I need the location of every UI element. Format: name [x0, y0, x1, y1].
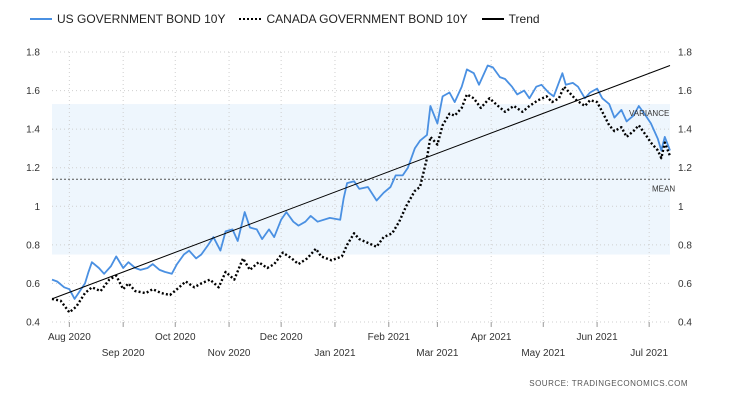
y-tick-label-right: 1.4 [678, 125, 692, 136]
trend-line [51, 65, 671, 300]
source-label: SOURCE: TRADINGECONOMICS.COM [529, 379, 688, 388]
legend-swatch-trend [481, 18, 504, 20]
x-tick-label: Aug 2020 [48, 332, 91, 343]
x-tick-label: Mar 2021 [416, 348, 459, 359]
y-tick-label-right: 1.6 [678, 86, 692, 97]
variance-band-layer [52, 104, 670, 255]
legend-swatch-canada [239, 18, 262, 20]
y-tick-label-right: 1 [678, 202, 684, 213]
legend-label-canada: CANADA GOVERNMENT BOND 10Y [266, 12, 468, 26]
x-tick-label: Jan 2021 [314, 348, 356, 359]
legend-label-trend: Trend [508, 12, 540, 26]
x-tick-label: Sep 2020 [102, 348, 145, 359]
y-tick-label-left: 1.8 [26, 48, 40, 59]
x-tick-label: Jul 2021 [630, 348, 668, 359]
x-tick-label: Feb 2021 [368, 332, 411, 343]
variance-label: VARIANCE [629, 109, 669, 118]
series-layer [51, 64, 672, 314]
y-tick-label-left: 1.6 [26, 86, 40, 97]
x-tick-label: Jun 2021 [577, 332, 619, 343]
legend-label-us: US GOVERNMENT BOND 10Y [57, 12, 226, 26]
x-tick-label: Oct 2020 [155, 332, 196, 343]
y-tick-label-right: 0.8 [678, 240, 692, 251]
y-tick-label-right: 1.2 [678, 163, 692, 174]
y-tick-label-right: 0.6 [678, 279, 692, 290]
x-tick-label: Dec 2020 [260, 332, 303, 343]
y-tick-label-left: 0.4 [26, 318, 40, 329]
chart-legend: US GOVERNMENT BOND 10Y CANADA GOVERNMENT… [30, 12, 554, 26]
grid-layer [52, 51, 670, 327]
y-tick-label-right: 0.4 [678, 318, 692, 329]
us-bond-line [51, 64, 671, 300]
mean-label: MEAN [652, 184, 675, 193]
y-tick-label-left: 0.8 [26, 240, 40, 251]
x-tick-label: May 2021 [521, 348, 565, 359]
x-tick-label: Apr 2021 [471, 332, 512, 343]
y-tick-label-left: 1.2 [26, 163, 40, 174]
legend-swatch-us [30, 18, 52, 20]
y-tick-label-left: 1.4 [26, 125, 40, 136]
y-tick-label-right: 1.8 [678, 48, 692, 59]
y-tick-label-left: 0.6 [26, 279, 40, 290]
y-tick-label-left: 1 [34, 202, 40, 213]
legend-item-canada[interactable]: CANADA GOVERNMENT BOND 10Y [239, 12, 468, 26]
x-tick-label: Nov 2020 [208, 348, 251, 359]
tick-layer: 0.4 0.4 0.6 0.6 0.8 0.8 1 1 1.2 1.2 1.4 1.4 1.6 1.6 1.… [26, 48, 692, 360]
legend-item-us[interactable]: US GOVERNMENT BOND 10Y [30, 12, 225, 26]
legend-item-trend[interactable]: Trend [481, 12, 540, 26]
